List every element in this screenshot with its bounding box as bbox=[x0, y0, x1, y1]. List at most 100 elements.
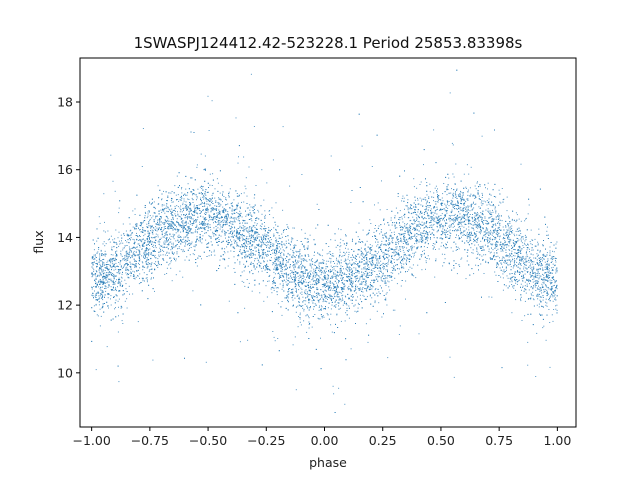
data-point bbox=[267, 269, 268, 271]
data-point bbox=[214, 188, 216, 190]
data-point bbox=[255, 185, 257, 186]
data-point bbox=[448, 230, 450, 232]
data-point bbox=[419, 239, 421, 241]
data-point bbox=[155, 217, 157, 219]
data-point bbox=[153, 201, 155, 203]
data-point bbox=[147, 215, 149, 217]
data-point bbox=[513, 287, 515, 289]
data-point bbox=[443, 246, 445, 248]
data-point bbox=[139, 258, 141, 260]
data-point bbox=[316, 297, 318, 299]
data-point bbox=[546, 275, 548, 277]
data-point bbox=[437, 194, 438, 195]
data-point bbox=[170, 223, 172, 225]
data-point bbox=[469, 231, 470, 233]
data-point bbox=[461, 221, 463, 223]
data-point bbox=[414, 199, 416, 201]
data-point bbox=[331, 304, 333, 306]
data-point bbox=[275, 224, 277, 226]
data-point bbox=[380, 260, 382, 262]
data-point bbox=[337, 302, 339, 304]
data-point bbox=[219, 203, 221, 205]
data-point bbox=[281, 233, 283, 235]
data-point bbox=[495, 196, 497, 198]
data-point bbox=[331, 267, 333, 268]
data-point bbox=[396, 241, 398, 243]
data-point bbox=[118, 281, 120, 283]
data-point bbox=[346, 304, 348, 306]
data-point bbox=[151, 253, 153, 255]
data-point bbox=[263, 199, 265, 201]
data-point bbox=[415, 277, 417, 279]
data-point bbox=[323, 271, 325, 273]
data-point bbox=[406, 257, 408, 259]
data-point bbox=[543, 253, 545, 255]
data-point bbox=[176, 228, 178, 230]
data-point bbox=[530, 280, 532, 282]
data-point bbox=[294, 277, 296, 278]
data-point bbox=[170, 261, 172, 263]
data-point bbox=[406, 250, 408, 251]
data-point bbox=[177, 231, 179, 233]
data-point bbox=[524, 262, 526, 264]
data-point bbox=[105, 290, 107, 292]
data-point bbox=[183, 227, 185, 228]
data-point bbox=[355, 284, 357, 286]
data-point bbox=[394, 309, 396, 311]
data-point bbox=[367, 251, 369, 253]
data-point bbox=[224, 234, 226, 236]
data-point bbox=[218, 198, 220, 200]
data-point bbox=[93, 249, 95, 251]
data-point bbox=[395, 241, 397, 243]
data-point bbox=[230, 236, 232, 238]
data-point bbox=[124, 255, 125, 257]
data-point bbox=[151, 229, 153, 231]
data-point bbox=[346, 265, 348, 267]
data-point bbox=[297, 251, 299, 252]
data-point bbox=[181, 218, 183, 220]
data-point bbox=[518, 239, 520, 241]
data-point bbox=[483, 223, 484, 225]
data-point bbox=[227, 211, 229, 213]
data-point bbox=[444, 209, 446, 211]
data-point bbox=[402, 221, 404, 223]
data-point bbox=[313, 299, 314, 301]
data-point bbox=[440, 215, 442, 216]
data-point bbox=[503, 233, 504, 235]
data-point bbox=[295, 262, 297, 264]
data-point bbox=[284, 265, 286, 267]
data-point bbox=[133, 246, 135, 248]
data-point bbox=[413, 246, 415, 248]
data-point bbox=[403, 197, 405, 199]
data-point bbox=[544, 266, 546, 268]
data-point bbox=[345, 259, 347, 261]
data-point bbox=[522, 285, 524, 287]
data-point bbox=[157, 264, 159, 266]
data-point bbox=[473, 195, 475, 197]
data-point bbox=[219, 205, 221, 207]
data-point bbox=[477, 227, 479, 229]
data-point bbox=[184, 250, 185, 252]
data-point bbox=[175, 274, 177, 276]
data-point bbox=[398, 233, 400, 234]
data-point bbox=[381, 316, 383, 318]
data-point bbox=[476, 239, 478, 241]
data-point bbox=[204, 219, 206, 221]
data-point bbox=[207, 208, 209, 210]
data-point bbox=[500, 259, 502, 261]
data-point bbox=[538, 278, 540, 280]
data-point bbox=[246, 207, 248, 209]
data-point bbox=[475, 219, 477, 221]
data-point bbox=[413, 186, 415, 188]
data-point bbox=[361, 274, 363, 276]
data-point bbox=[189, 207, 191, 209]
data-point bbox=[154, 236, 156, 238]
data-point bbox=[307, 272, 308, 274]
data-point bbox=[102, 276, 103, 278]
data-point bbox=[437, 196, 439, 198]
data-point bbox=[447, 202, 449, 203]
data-point bbox=[377, 262, 379, 264]
data-point bbox=[320, 274, 322, 276]
data-point bbox=[396, 251, 398, 253]
data-point bbox=[281, 244, 283, 246]
